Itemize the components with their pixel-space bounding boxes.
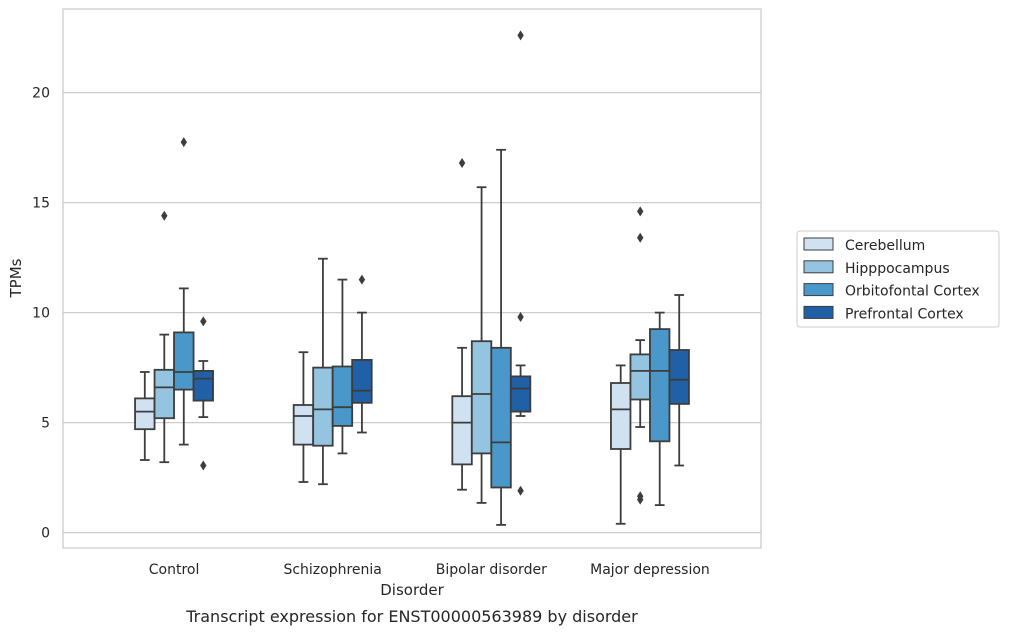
- legend-frame: [796, 230, 1000, 328]
- outlier-point: [161, 210, 168, 221]
- iqr-box: [649, 328, 671, 443]
- legend-swatch: [803, 237, 834, 251]
- outlier-point: [637, 206, 644, 217]
- legend-label: Hipppocampus: [845, 261, 950, 277]
- x-tick-labels: Control Schizophrenia Bipolar disorder Majo…: [149, 562, 710, 578]
- iqr-box: [470, 340, 493, 455]
- boxes: [134, 30, 690, 526]
- y-tick-label: 10: [32, 306, 50, 322]
- legend-label: Cerebellum: [845, 238, 925, 254]
- chart-caption: Transcript expression for ENST0000056398…: [185, 607, 638, 626]
- outlier-point: [517, 312, 524, 322]
- box-orbitofontal-cortex: [173, 137, 195, 446]
- x-tick-label: Control: [149, 562, 200, 578]
- legend-swatch: [803, 305, 834, 319]
- y-tick-label: 15: [32, 196, 50, 212]
- box-hipppocampus: [312, 257, 334, 486]
- iqr-box: [509, 375, 532, 413]
- box-hipppocampus: [153, 210, 175, 464]
- box-cerebellum: [292, 351, 315, 483]
- box-prefrontal-cortex: [192, 316, 214, 471]
- box-cerebellum: [610, 364, 632, 525]
- box-prefrontal-cortex: [509, 30, 532, 496]
- x-tick-label: Bipolar disorder: [436, 562, 547, 578]
- box-orbitofontal-cortex: [331, 278, 354, 455]
- plot-area: [62, 8, 762, 549]
- iqr-box: [331, 365, 354, 427]
- x-tick-label: Schizophrenia: [283, 562, 381, 578]
- x-axis-label: Disorder: [380, 581, 444, 599]
- iqr-box: [292, 404, 315, 446]
- outlier-point: [458, 158, 466, 168]
- iqr-box: [629, 353, 651, 401]
- outlier-point: [637, 232, 644, 243]
- iqr-box: [192, 369, 214, 402]
- x-tick-label: Major depression: [590, 562, 710, 578]
- y-tick-label: 0: [41, 526, 50, 542]
- box-cerebellum: [451, 158, 473, 491]
- box-orbitofontal-cortex: [649, 311, 671, 507]
- box-prefrontal-cortex: [351, 274, 373, 434]
- y-axis-label: TPMs: [7, 258, 25, 298]
- iqr-box: [153, 368, 175, 420]
- box-hipppocampus: [470, 186, 493, 504]
- iqr-box: [134, 397, 156, 431]
- legend: Cerebellum Hipppocampus Orbitofontal Corte…: [796, 230, 1000, 328]
- box-prefrontal-cortex: [668, 294, 690, 467]
- iqr-box: [312, 366, 334, 447]
- legend-swatch: [803, 283, 834, 297]
- outlier-point: [200, 460, 207, 471]
- legend-label: Prefrontal Cortex: [845, 306, 964, 322]
- y-tick-label: 5: [41, 416, 50, 432]
- outlier-point: [517, 485, 524, 496]
- outlier-point: [517, 30, 524, 41]
- iqr-box: [668, 349, 690, 405]
- grid-lines: [63, 91, 761, 534]
- iqr-box: [173, 331, 195, 391]
- outlier-point: [180, 137, 187, 148]
- outlier-point: [200, 316, 207, 327]
- y-tick-labels: 0 5 10 15 20: [32, 86, 50, 542]
- iqr-box: [610, 382, 632, 450]
- iqr-box: [451, 395, 473, 466]
- outlier-point: [358, 274, 366, 285]
- box-orbitofontal-cortex: [490, 148, 512, 526]
- y-tick-label: 20: [32, 86, 50, 102]
- box-hipppocampus: [629, 206, 651, 505]
- iqr-box: [490, 346, 512, 489]
- iqr-box: [351, 358, 373, 404]
- legend-label: Orbitofontal Cortex: [845, 284, 980, 300]
- legend-swatch: [803, 260, 834, 274]
- outlier-point: [637, 494, 644, 505]
